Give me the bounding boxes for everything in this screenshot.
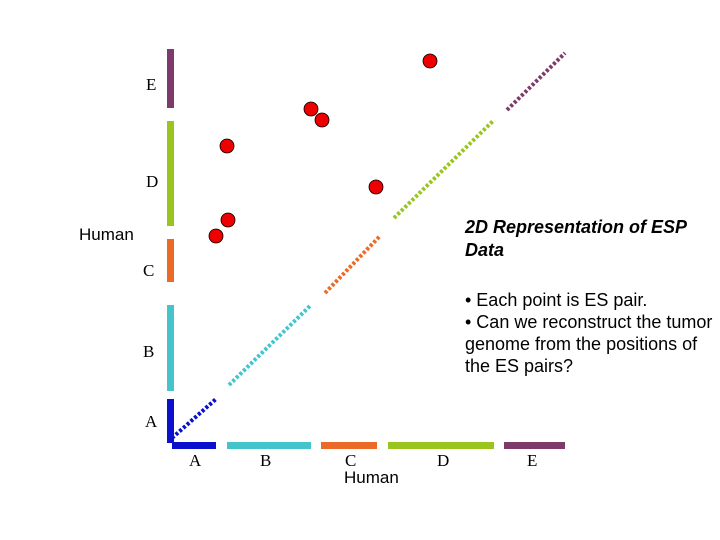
y-segment-e <box>167 49 174 108</box>
bullet-item: • Each point is ES pair. <box>465 290 648 310</box>
x-label-b: B <box>260 451 271 470</box>
x-segment-e <box>504 442 565 449</box>
y-segment-a <box>167 399 174 443</box>
y-label-d: D <box>146 172 158 191</box>
y-label-b: B <box>143 342 154 361</box>
x-segment-a <box>172 442 216 449</box>
y-label-e: E <box>146 75 156 94</box>
y-segment-b <box>167 305 174 391</box>
diagonal-segment-d <box>392 118 496 220</box>
diagonal-segment-c <box>323 234 382 295</box>
diagonal-segment-b <box>227 303 313 387</box>
x-segment-c <box>321 442 377 449</box>
y-label-c: C <box>143 261 154 280</box>
x-segment-d <box>388 442 494 449</box>
y-segment-c <box>167 239 174 282</box>
x-axis-label: Human <box>344 468 399 487</box>
x-label-e: E <box>527 451 537 470</box>
es-pair-point <box>314 112 330 128</box>
y-axis-label: Human <box>79 225 134 244</box>
bullet-item: • Can we reconstruct the tumor genome fr… <box>465 312 713 376</box>
es-pair-point <box>368 179 384 195</box>
es-pair-point <box>208 228 224 244</box>
y-label-a: A <box>145 412 158 431</box>
x-label-c: C <box>345 451 356 470</box>
x-segment-b <box>227 442 311 449</box>
y-segment-d <box>167 121 174 226</box>
es-pair-point <box>220 212 236 228</box>
es-pair-point <box>422 53 438 69</box>
diagram-title-text: 2D Representation of ESP Data <box>465 217 687 260</box>
x-label-a: A <box>189 451 202 470</box>
diagram-title: 2D Representation of ESP Data <box>465 216 705 262</box>
es-pair-point <box>303 101 319 117</box>
bullet-list: • Each point is ES pair. • Can we recons… <box>465 289 715 377</box>
x-label-d: D <box>437 451 449 470</box>
diagonal-segment-a <box>170 397 218 440</box>
diagonal-segment-e <box>505 51 567 112</box>
es-pair-point <box>219 138 235 154</box>
